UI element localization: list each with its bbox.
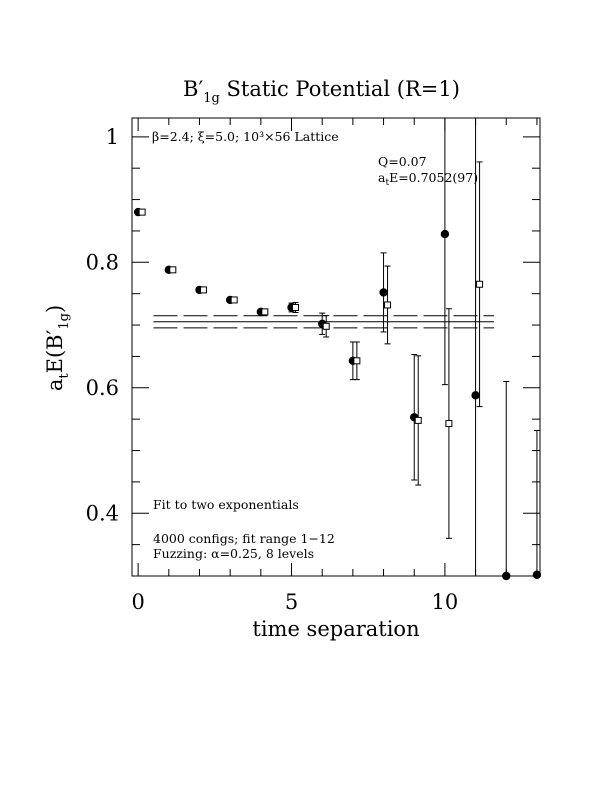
y-axis-title: atE(B′1g) xyxy=(43,305,72,391)
x-tick-label: 10 xyxy=(432,590,459,614)
data-point-circle xyxy=(502,571,511,581)
data-point-circle xyxy=(532,570,542,579)
data-markers xyxy=(133,207,542,581)
chart-title: B′1g Static Potential (R=1) xyxy=(183,77,460,106)
y-tick-label: 0.8 xyxy=(86,250,119,274)
fuzzing-note: Fuzzing: α=0.25, 8 levels xyxy=(153,546,314,561)
x-tick-label: 0 xyxy=(131,590,144,614)
data-point-square xyxy=(292,303,300,311)
data-point-circle xyxy=(471,391,480,400)
data-point-square xyxy=(138,208,146,216)
x-tick-label: 5 xyxy=(285,590,298,614)
data-point-square xyxy=(414,416,422,424)
data-point-square xyxy=(261,308,269,316)
data-point-square xyxy=(384,301,392,309)
y-tick-label: 1 xyxy=(106,125,119,149)
configs-note: 4000 configs; fit range 1−12 xyxy=(153,531,335,546)
axis-tick-labels: 0 5 10 0.4 0.6 0.8 1 xyxy=(86,125,459,614)
fit-quality-label: Q=0.07 xyxy=(378,154,427,169)
data-point-circle xyxy=(379,288,388,297)
data-point-square xyxy=(230,296,238,304)
data-point-square xyxy=(445,420,453,428)
fit-type-note: Fit to two exponentials xyxy=(153,497,299,512)
data-point-square xyxy=(353,357,361,365)
y-tick-label: 0.4 xyxy=(86,501,119,525)
data-point-circle xyxy=(440,229,450,239)
lattice-label: β=2.4; ξ=5.0; 10³×56 Lattice xyxy=(152,129,339,144)
data-point-square xyxy=(169,266,177,274)
data-point-square xyxy=(199,286,207,294)
plot-frame xyxy=(131,117,541,577)
fit-result-label: atE=0.7052(97) xyxy=(378,170,478,188)
data-point-square xyxy=(322,322,330,330)
x-axis-title: time separation xyxy=(252,617,419,641)
data-point-square xyxy=(476,280,484,288)
y-tick-label: 0.6 xyxy=(86,376,119,400)
